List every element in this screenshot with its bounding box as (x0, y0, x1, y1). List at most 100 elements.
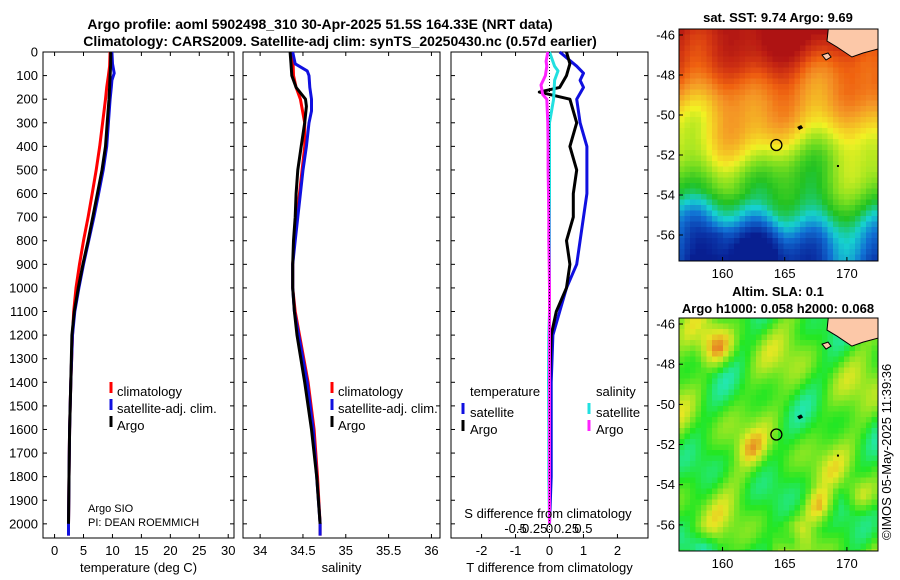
difference-panel: -2 -1 0 1 2 T difference from climatology -0.5… (450, 50, 649, 575)
legend-label: satellite-adj. clim. (117, 401, 217, 416)
x-tick-label: 15 (134, 543, 148, 558)
s-tick-label: 0 (546, 521, 553, 536)
series-line-argo (288, 51, 322, 524)
s-tick-label: -0.5 (504, 521, 526, 536)
map-subtitle: Argo h1000: 0.058 h2000: 0.068 (682, 301, 874, 316)
s-tick-label: -0.25 (518, 521, 548, 536)
legend-group-label: temperature (470, 384, 540, 399)
temperature-panel: 0 5 10 15 20 25 300100200300400500600700800900… (9, 45, 235, 576)
x-tick-label: 34.5 (290, 543, 315, 558)
map-raster (679, 29, 879, 262)
s-axis-label: S difference from climatology (464, 506, 632, 521)
x-tick-label: 5 (80, 543, 87, 558)
depth-tick-label: 1300 (9, 351, 38, 366)
depth-tick-label: 400 (16, 139, 38, 154)
sla-map-panel: 160 165 170 -46 -48 -50 -52 -54 -56 Altim. SLA: 0… (656, 284, 879, 571)
map-raster (679, 318, 879, 552)
depth-tick-label: 800 (16, 233, 38, 248)
y-tick-label: -46 (656, 28, 675, 43)
x-tick-label: 36 (424, 543, 438, 558)
depth-tick-label: 1900 (9, 493, 38, 508)
depth-tick-label: 2000 (9, 516, 38, 531)
legend-label: Argo (470, 422, 497, 437)
legend-label: Argo (338, 418, 365, 433)
s-tick-label: 0.5 (574, 521, 592, 536)
depth-tick-label: 600 (16, 186, 38, 201)
header-line2: Climatology: CARS2009. Satellite-adj cli… (83, 33, 597, 49)
plot-area (242, 51, 441, 539)
y-tick-label: -56 (656, 228, 675, 243)
x-tick-label: 1 (580, 543, 587, 558)
x-tick-label: 34 (253, 543, 267, 558)
y-tick-label: -48 (656, 68, 675, 83)
depth-tick-label: 300 (16, 115, 38, 130)
x-tick-label: 35 (339, 543, 353, 558)
x-tick-label: 20 (163, 543, 177, 558)
legend-label: satellite (470, 405, 514, 420)
y-tick-label: -54 (656, 188, 675, 203)
legend-label: Argo (596, 422, 623, 437)
x-tick-label: 160 (712, 266, 734, 281)
series-line-t-satellite (548, 50, 589, 524)
legend-label: satellite (596, 405, 640, 420)
profile-location-marker (770, 138, 783, 152)
island (821, 341, 832, 350)
depth-tick-label: 1700 (9, 446, 38, 461)
series-line-argo (67, 52, 113, 524)
depth-tick-label: 0 (31, 45, 38, 60)
legend-label: climatology (338, 384, 404, 399)
map-title: sat. SST: 9.74 Argo: 9.69 (703, 10, 853, 25)
map-title: Altim. SLA: 0.1 (732, 284, 824, 299)
island (797, 414, 804, 420)
x-tick-label: 160 (712, 556, 734, 571)
y-tick-label: -52 (656, 437, 675, 452)
x-axis-label: salinity (322, 560, 362, 575)
x-tick-label: 2 (614, 543, 621, 558)
salinity-panel: 34 34.5 35 35.5 36 salinity climatology satelli… (242, 51, 441, 575)
depth-tick-label: 200 (16, 92, 38, 107)
x-axis-label: temperature (deg C) (80, 560, 197, 575)
x-tick-label: -2 (476, 543, 488, 558)
x-tick-label: 10 (105, 543, 119, 558)
sst-map-panel: 160 165 170 -46 -48 -50 -52 -54 -56 sat. SST: 9.7… (656, 10, 879, 281)
plot-area (42, 51, 235, 539)
x-tick-label: 170 (836, 266, 858, 281)
y-tick-label: -50 (656, 397, 675, 412)
depth-tick-label: 1000 (9, 280, 38, 295)
x-tick-label: 170 (836, 556, 858, 571)
x-tick-label: 165 (774, 266, 796, 281)
map-frame (678, 317, 879, 552)
note-line: PI: DEAN ROEMMICH (88, 517, 199, 529)
depth-tick-label: 1100 (10, 304, 38, 319)
y-tick-label: -56 (656, 517, 675, 532)
depth-tick-label: 700 (16, 210, 38, 225)
depth-tick-label: 1200 (9, 328, 38, 343)
legend-group-label: salinity (596, 384, 636, 399)
x-tick-label: 25 (192, 543, 206, 558)
x-tick-label: 35.5 (376, 543, 401, 558)
copyright: ©IMOS 05-May-2025 11:39:36 (879, 364, 894, 540)
depth-tick-label: 900 (16, 257, 38, 272)
series-line-satellite-adj--clim- (291, 51, 322, 536)
series-line-s-argo (539, 51, 551, 524)
x-tick-label: 30 (221, 543, 235, 558)
profile-location-marker (770, 428, 783, 441)
legend-label: satellite-adj. clim. (338, 401, 438, 416)
note-line: Argo SIO (88, 503, 134, 515)
header-line1: Argo profile: aoml 5902498_310 30-Apr-20… (87, 16, 552, 32)
depth-tick-label: 1600 (9, 422, 38, 437)
s-tick-label: 0.25 (554, 521, 579, 536)
legend-label: Argo (117, 418, 144, 433)
x-axis-label: T difference from climatology (466, 560, 633, 575)
map-frame (678, 28, 879, 262)
depth-tick-label: 1400 (9, 375, 38, 390)
y-tick-label: -46 (656, 317, 675, 332)
depth-tick-label: 100 (16, 68, 38, 83)
y-tick-label: -52 (656, 148, 675, 163)
x-tick-label: 0 (51, 543, 58, 558)
x-tick-label: 0 (546, 543, 553, 558)
depth-tick-label: 1500 (9, 398, 38, 413)
depth-tick-label: 500 (16, 162, 38, 177)
y-tick-label: -48 (656, 357, 675, 372)
